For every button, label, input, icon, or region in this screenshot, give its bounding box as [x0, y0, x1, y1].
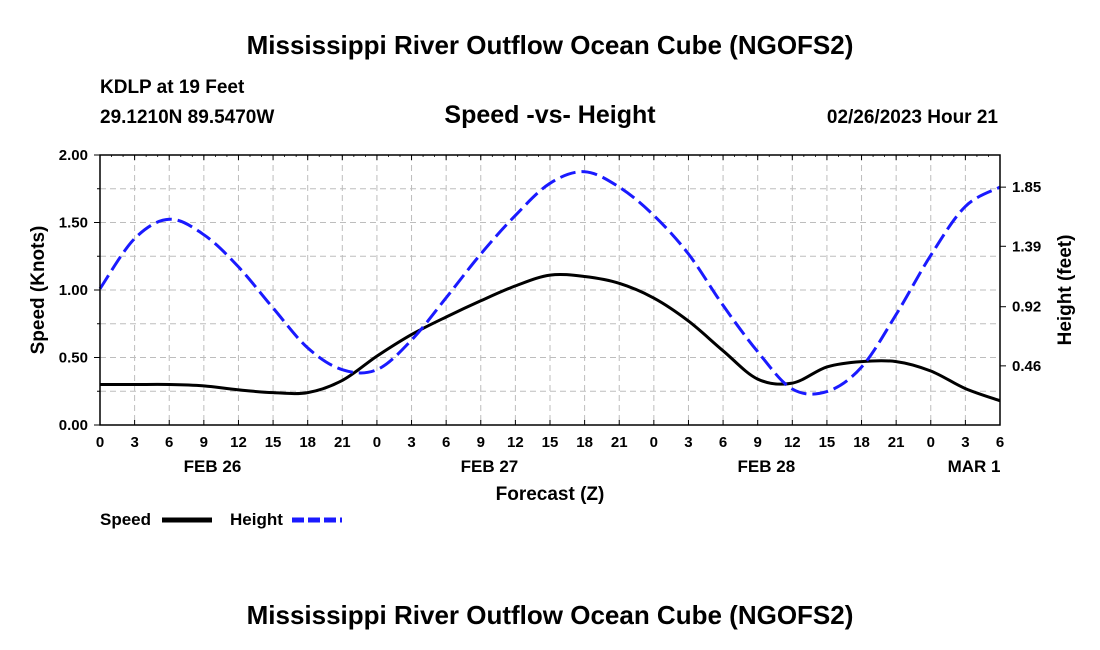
x-tick-label: 6 — [996, 434, 1004, 451]
x-tick-label: 15 — [819, 434, 836, 451]
x-tick-label: 3 — [684, 434, 692, 451]
x-tick-label: 21 — [334, 434, 351, 451]
page-title: Mississippi River Outflow Ocean Cube (NG… — [246, 30, 854, 60]
x-tick-label: 18 — [576, 434, 593, 451]
station-coords: 29.1210N 89.5470W — [100, 107, 275, 128]
date-label: FEB 28 — [738, 457, 796, 476]
y-tick-label: 1.50 — [59, 215, 88, 232]
footer-title: Mississippi River Outflow Ocean Cube (NG… — [246, 600, 854, 630]
x-tick-label: 6 — [165, 434, 173, 451]
y2-tick-label: 1.39 — [1012, 238, 1041, 255]
x-tick-label: 6 — [719, 434, 727, 451]
x-tick-label: 3 — [407, 434, 415, 451]
x-tick-label: 21 — [888, 434, 905, 451]
x-tick-label: 9 — [754, 434, 762, 451]
series-group — [98, 170, 1001, 403]
x-tick-label: 12 — [230, 434, 247, 451]
y2-tick-label: 1.85 — [1012, 179, 1041, 196]
x-tick-label: 12 — [507, 434, 524, 451]
x-tick-label: 0 — [650, 434, 658, 451]
y-tick-label: 1.00 — [59, 282, 88, 299]
x-tick-label: 0 — [96, 434, 104, 451]
y-tick-label: 0.50 — [59, 350, 88, 367]
y2-tick-label: 0.92 — [1012, 299, 1041, 316]
x-tick-label: 21 — [611, 434, 628, 451]
x-tick-label: 0 — [927, 434, 935, 451]
grid — [100, 155, 1000, 425]
legend-height-label: Height — [230, 510, 283, 529]
x-tick-label: 18 — [853, 434, 870, 451]
station-label: KDLP at 19 Feet — [100, 77, 245, 98]
speed-series-line — [99, 272, 1001, 403]
x-tick-label: 15 — [542, 434, 559, 451]
x-tick-label: 9 — [477, 434, 485, 451]
chart-subtitle: Speed -vs- Height — [444, 101, 656, 129]
legend-speed-label: Speed — [100, 510, 151, 529]
y-tick-label: 2.00 — [59, 147, 88, 164]
x-tick-label: 3 — [961, 434, 969, 451]
date-label: FEB 27 — [461, 457, 519, 476]
x-tick-label: 9 — [200, 434, 208, 451]
axes: 0 3 6 9 12 15 18 21 0 3 6 9 12 15 18 21 0 3 6 9 12 15 18 21 0 3 6 0… — [59, 147, 1041, 476]
x-tick-label: 3 — [130, 434, 138, 451]
x-axis-title: Forecast (Z) — [496, 484, 605, 505]
x-tick-label: 0 — [373, 434, 381, 451]
y2-axis-title: Height (feet) — [1055, 235, 1076, 346]
y-tick-label: 0.00 — [59, 417, 88, 434]
date-label: MAR 1 — [948, 457, 1001, 476]
x-tick-label: 6 — [442, 434, 450, 451]
legend: Speed Height — [100, 510, 342, 529]
y-axis-title: Speed (Knots) — [28, 226, 49, 355]
y2-tick-label: 0.46 — [1012, 358, 1041, 375]
x-tick-label: 12 — [784, 434, 801, 451]
x-tick-label: 15 — [265, 434, 282, 451]
date-label: FEB 26 — [184, 457, 242, 476]
height-series-line — [98, 170, 1001, 396]
forecast-datetime: 02/26/2023 Hour 21 — [826, 107, 998, 128]
x-tick-label: 18 — [299, 434, 316, 451]
